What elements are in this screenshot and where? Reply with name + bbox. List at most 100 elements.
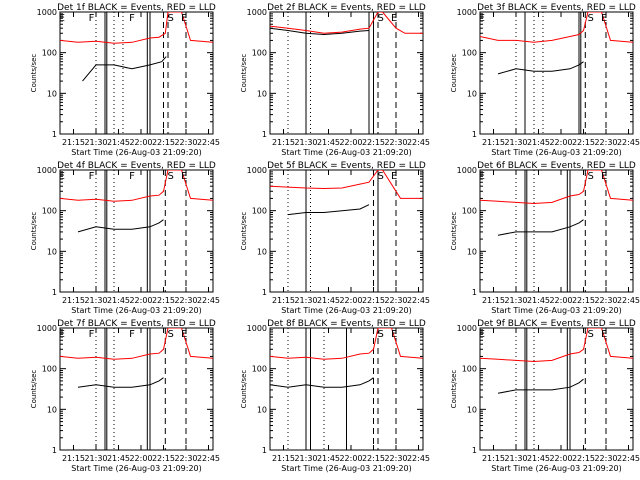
x-tick-label: 21:15: [272, 454, 295, 463]
x-tick-label: 21:15: [62, 138, 85, 147]
y-tick-label: 1000: [247, 166, 267, 175]
series-line-lld: [270, 328, 423, 360]
x-tick-label: 22:30: [594, 454, 617, 463]
x-tick-label: 21:30: [504, 138, 527, 147]
detector-panel-3: Det 3f BLACK = Events, RED = LLD 1 10 100 10…: [450, 3, 640, 157]
y-tick-label: 10: [47, 247, 57, 256]
y-tick-label: 1000: [457, 166, 477, 175]
region-marker-f: F: [89, 171, 95, 182]
panel-title: Det 3f BLACK = Events, RED = LLD: [477, 3, 636, 13]
x-tick-label: 21:45: [317, 454, 340, 463]
x-tick-label: 21:30: [84, 454, 107, 463]
x-tick-label: 22:45: [197, 454, 220, 463]
region-marker-s: S: [588, 13, 594, 24]
series-line-events: [497, 219, 584, 236]
x-tick-label: 21:30: [84, 296, 107, 305]
series-line-events: [77, 377, 164, 388]
region-marker-e: E: [391, 329, 397, 340]
series-line-lld: [60, 328, 213, 360]
series-line-events: [82, 56, 167, 82]
x-tick-label: 22:30: [594, 138, 617, 147]
x-tick-label: 22:15: [362, 296, 385, 305]
x-tick-label: 22:15: [362, 138, 385, 147]
series-line-lld: [270, 12, 423, 34]
x-tick-label: 22:00: [129, 138, 152, 147]
x-tick-label: 22:45: [617, 296, 640, 305]
detector-panel-5: Det 5f BLACK = Events, RED = LLD 1 10 100 10…: [240, 161, 430, 315]
region-marker-e: E: [59, 329, 65, 340]
region-marker-e: E: [601, 13, 607, 24]
detector-panel-2: Det 2f BLACK = Events, RED = LLD 1 10 100 10…: [240, 3, 430, 157]
y-axis-label: Counts/sec: [450, 212, 458, 251]
x-tick-label: 22:00: [549, 138, 572, 147]
region-marker-e: E: [181, 13, 187, 24]
x-axis-label: Start Time (26-Aug-03 21:09:20): [71, 464, 202, 473]
x-tick-label: 22:00: [129, 454, 152, 463]
series-line-events: [270, 27, 370, 36]
region-marker-e: E: [181, 329, 187, 340]
y-tick-label: 1000: [457, 8, 477, 17]
x-tick-label: 22:15: [572, 296, 595, 305]
panel-title: Det 2f BLACK = Events, RED = LLD: [267, 3, 426, 13]
x-tick-label: 21:15: [482, 454, 505, 463]
y-tick-label: 1000: [37, 324, 57, 333]
region-marker-f: F: [129, 13, 135, 24]
x-tick-label: 21:30: [294, 138, 317, 147]
x-tick-label: 21:45: [317, 138, 340, 147]
detector-panel-7: Det 7f BLACK = Events, RED = LLD 1 10 100 10…: [30, 319, 220, 473]
x-tick-label: 21:45: [527, 138, 550, 147]
x-tick-label: 22:00: [339, 138, 362, 147]
y-tick-label: 100: [252, 49, 267, 58]
region-marker-e: E: [391, 171, 397, 182]
panel-title: Det 5f BLACK = Events, RED = LLD: [267, 161, 426, 171]
x-tick-label: 22:15: [152, 296, 175, 305]
region-marker-e: E: [479, 13, 485, 24]
region-marker-s: S: [588, 329, 594, 340]
panel-title: Det 6f BLACK = Events, RED = LLD: [477, 161, 636, 171]
x-tick-label: 22:00: [549, 454, 572, 463]
x-tick-label: 21:45: [107, 296, 130, 305]
series-line-events: [270, 377, 374, 388]
x-tick-label: 21:15: [482, 296, 505, 305]
x-axis-label: Start Time (26-Aug-03 21:09:20): [491, 306, 622, 315]
y-tick-label: 1000: [457, 324, 477, 333]
y-tick-label: 100: [42, 207, 57, 216]
x-axis-label: Start Time (26-Aug-03 21:09:20): [71, 148, 202, 157]
axes-frame: [59, 327, 214, 451]
y-tick-label: 1: [52, 446, 57, 455]
region-marker-s: S: [378, 13, 384, 24]
y-tick-label: 100: [462, 49, 477, 58]
axes-frame: [59, 11, 214, 135]
y-tick-label: 10: [467, 89, 477, 98]
series-line-lld: [270, 170, 423, 199]
panel-title: Det 4f BLACK = Events, RED = LLD: [57, 161, 216, 171]
region-marker-f: F: [129, 171, 135, 182]
y-tick-label: 1: [472, 288, 477, 297]
x-tick-label: 21:45: [107, 454, 130, 463]
region-marker-e: E: [391, 13, 397, 24]
y-tick-label: 1: [262, 130, 267, 139]
x-tick-label: 22:15: [362, 454, 385, 463]
x-tick-label: 21:30: [294, 454, 317, 463]
series-line-events: [497, 61, 584, 75]
region-marker-f: F: [89, 13, 95, 24]
y-tick-label: 10: [257, 247, 267, 256]
series-line-lld: [480, 12, 633, 43]
x-tick-label: 22:30: [594, 296, 617, 305]
y-tick-label: 1: [262, 288, 267, 297]
y-tick-label: 10: [467, 247, 477, 256]
x-tick-label: 22:45: [407, 138, 430, 147]
region-marker-f: F: [129, 329, 135, 340]
y-tick-label: 10: [47, 405, 57, 414]
x-tick-label: 21:30: [84, 138, 107, 147]
series-line-events: [77, 219, 164, 233]
y-tick-label: 100: [252, 365, 267, 374]
y-axis-label: Counts/sec: [240, 370, 248, 409]
axes-frame: [269, 11, 424, 135]
y-axis-label: Counts/sec: [30, 54, 38, 93]
x-tick-label: 22:15: [572, 138, 595, 147]
y-tick-label: 1000: [37, 8, 57, 17]
x-tick-label: 22:30: [174, 296, 197, 305]
axes-frame: [269, 169, 424, 293]
